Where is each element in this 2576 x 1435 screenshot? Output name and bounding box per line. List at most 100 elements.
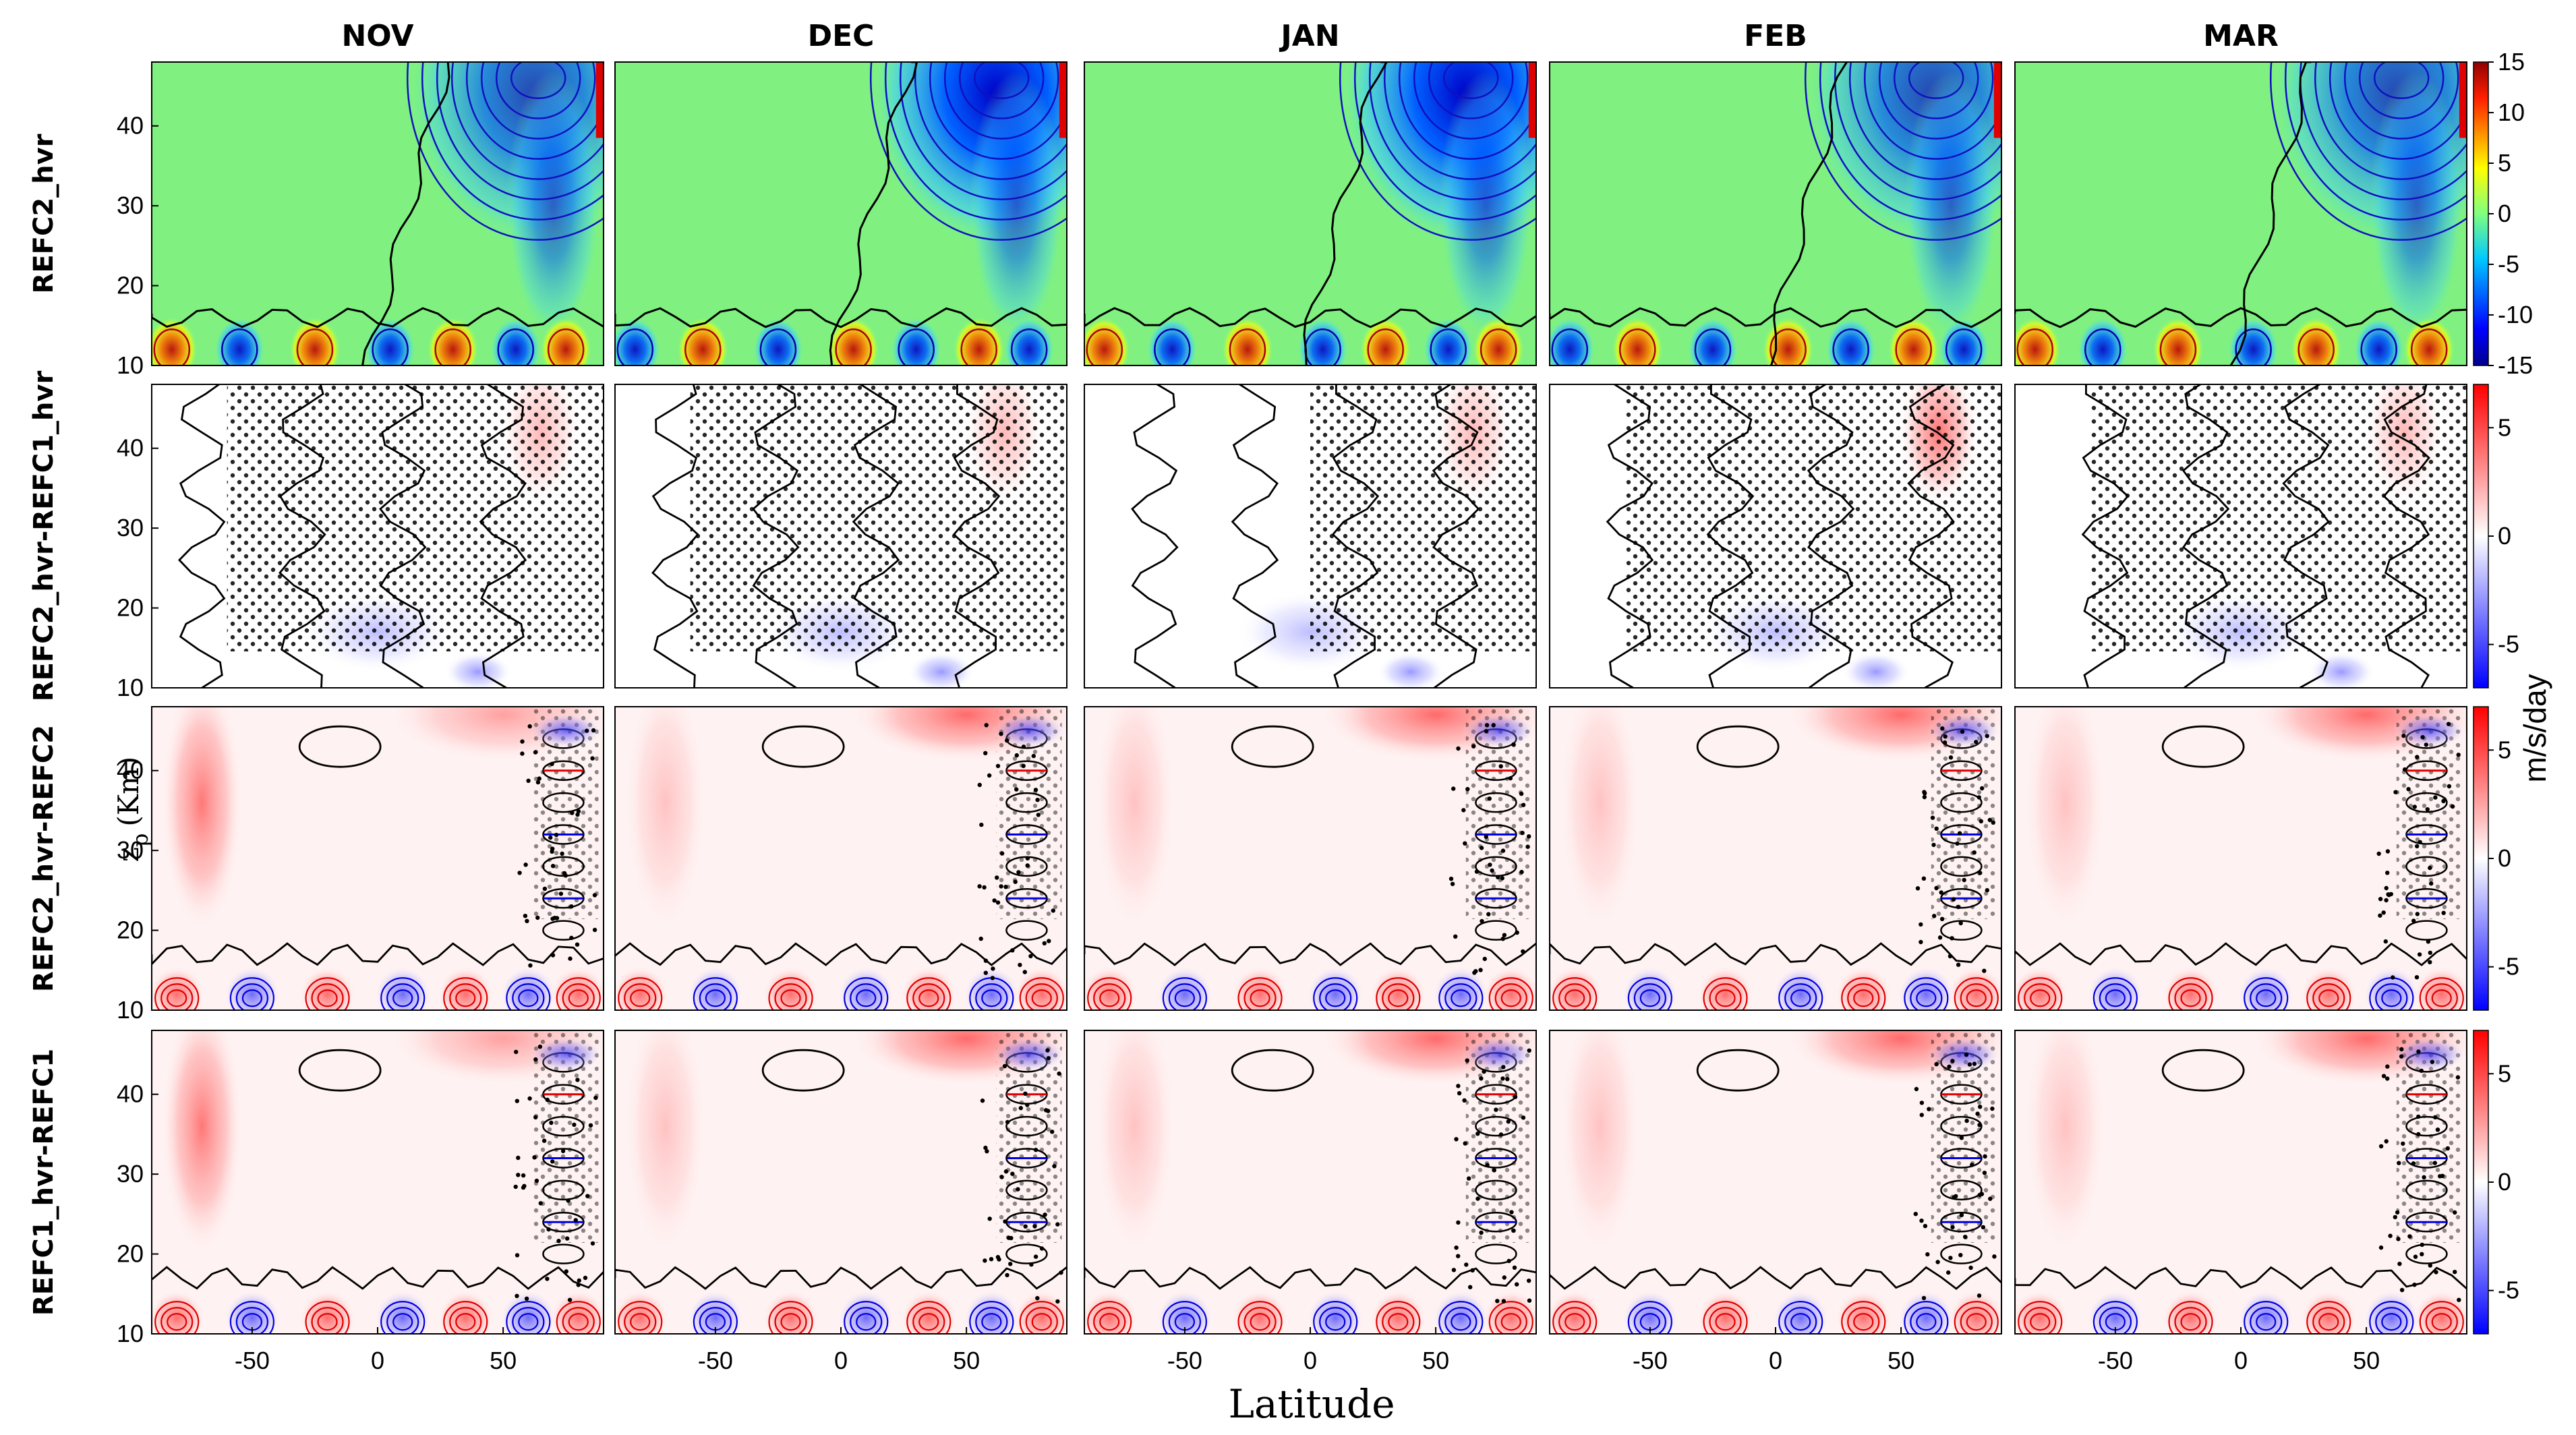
- significance-dot: [1500, 1076, 1505, 1081]
- positive-anomaly: [550, 1289, 604, 1334]
- significance-dot: [1451, 1268, 1457, 1272]
- significance-dot: [2415, 755, 2420, 759]
- significance-dot: [550, 953, 556, 958]
- colorbar-tick-label: 10: [2498, 98, 2525, 126]
- contour-line: [1551, 328, 1589, 365]
- significance-dot: [1023, 1224, 1028, 1229]
- zero-contour: [852, 384, 900, 688]
- zero-contour: [1550, 307, 2001, 328]
- zero-contour: [2405, 1115, 2448, 1137]
- contour-line: [2381, 989, 2402, 1007]
- significance-dot: [1448, 877, 1454, 881]
- positive-cell: [953, 317, 1005, 365]
- significance-dot: [535, 780, 541, 785]
- significance-dot: [2395, 1210, 2400, 1215]
- significance-dot: [1970, 1163, 1974, 1167]
- significance-dot: [1025, 856, 1030, 861]
- significance-dot: [1022, 970, 1028, 974]
- x-tick-label: 50: [490, 1347, 517, 1374]
- contour-line: [1910, 983, 1943, 1010]
- significance-dot: [560, 1148, 566, 1154]
- contour-line: [1488, 1301, 1533, 1334]
- significance-dot: [1046, 1109, 1051, 1113]
- negative-anomaly: [374, 966, 432, 1010]
- significance-dot: [1457, 1091, 1462, 1096]
- zero-contour: [1606, 384, 1654, 688]
- row-labels: REFC2_hvr REFC2_hvr-REFC1_hvr REFC2_hvr-RE…: [28, 134, 59, 1316]
- contour-line: [506, 1301, 551, 1334]
- significance-dot: [2425, 807, 2430, 812]
- significance-dot: [1501, 1299, 1506, 1304]
- row-label-0: REFC2_hvr: [28, 134, 59, 293]
- zero-contour: [1940, 856, 1983, 877]
- contour-line: [317, 989, 338, 1007]
- contour-line: [1376, 1301, 1421, 1334]
- significance-dot: [2397, 1161, 2401, 1165]
- contour-line: [774, 983, 807, 1010]
- negative-cell: [1938, 317, 1990, 365]
- significance-dot: [989, 1257, 994, 1262]
- contour-line: [1451, 989, 1471, 1007]
- contour-line: [2297, 328, 2335, 365]
- significance-dot: [554, 832, 559, 838]
- contour-line: [2168, 977, 2213, 1010]
- significance-dot: [2430, 1059, 2434, 1064]
- significance-dot: [1942, 740, 1948, 745]
- contour-line: [943, 62, 1059, 140]
- contour-line: [386, 983, 419, 1010]
- contour-line: [1853, 989, 1874, 1007]
- positive-anomaly: [624, 707, 706, 931]
- zero-contour: [1475, 887, 1517, 909]
- contour-line: [1093, 983, 1126, 1010]
- significance-dot: [1982, 968, 1987, 973]
- zero-contour: [1907, 384, 1955, 688]
- contour-line: [906, 1301, 952, 1334]
- weak-positive-shading: [615, 707, 1067, 1010]
- negative-anomaly: [992, 713, 1067, 749]
- contour-line: [2024, 983, 2057, 1010]
- contour-line: [844, 1301, 889, 1334]
- positive-anomaly: [152, 1289, 206, 1334]
- negative-cell: [1687, 317, 1738, 365]
- zero-contour: [2405, 1211, 2448, 1233]
- zero-contour: [1770, 62, 1848, 365]
- contour-line: [392, 1313, 413, 1331]
- contour-line: [497, 328, 534, 365]
- significance-dot: [2401, 1141, 2405, 1146]
- weak-positive-shading: [152, 1030, 604, 1334]
- panel-frame: [151, 61, 604, 366]
- contour-line: [1703, 1301, 1748, 1334]
- column-title-nov: NOV: [341, 19, 413, 53]
- negative-anomaly: [2363, 1289, 2420, 1334]
- negative-anomaly: [963, 966, 1020, 1010]
- y-tick-label: 30: [117, 192, 144, 219]
- contour-line: [1010, 328, 1048, 365]
- significance-dot: [2378, 1144, 2384, 1149]
- significance-dot: [2384, 1139, 2389, 1144]
- significance-dot: [1934, 885, 1939, 891]
- positive-cell: [1359, 317, 1411, 365]
- negative-cell: [752, 317, 804, 365]
- contour-line: [2099, 983, 2132, 1010]
- significance-dot: [569, 935, 574, 941]
- positive-anomaly: [299, 1289, 356, 1334]
- zero-contour: [2015, 307, 2467, 328]
- zero-contour: [2015, 1266, 2467, 1290]
- contour-line: [2174, 1307, 2207, 1334]
- contour-line: [1916, 1313, 1937, 1331]
- significance-dot: [1051, 908, 1056, 913]
- zero-contour: [2405, 1148, 2448, 1169]
- contour-line: [1847, 1307, 1880, 1334]
- significance-dot: [2424, 742, 2428, 747]
- significance-dot: [1919, 1219, 1924, 1223]
- contour-line: [2270, 62, 2467, 241]
- significance-dot: [1005, 738, 1009, 743]
- contour-line: [1086, 328, 1123, 365]
- significance-dot: [1043, 1212, 1047, 1217]
- zero-contour: [1475, 1243, 1517, 1264]
- zero-contour: [1475, 1084, 1517, 1105]
- contour-line: [1376, 977, 1421, 1010]
- significance-dot: [2407, 1234, 2412, 1239]
- significance-dot: [1959, 1212, 1964, 1218]
- contour-line: [693, 977, 738, 1010]
